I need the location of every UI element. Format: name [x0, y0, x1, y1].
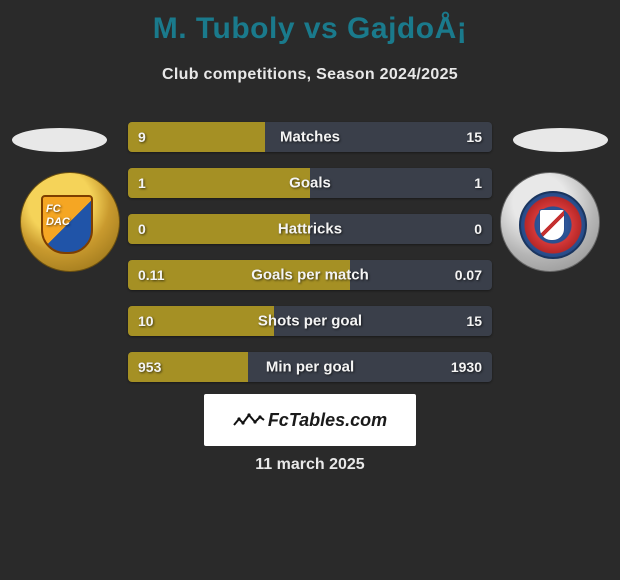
stat-bar-right	[310, 168, 492, 198]
player-photo-left	[12, 128, 107, 152]
page-title: M. Tuboly vs GajdoÅ¡	[0, 0, 620, 46]
stat-bar-left	[128, 168, 310, 198]
stat-row: Goals11	[128, 168, 492, 198]
stat-bar-left	[128, 122, 265, 152]
stat-row: Goals per match0.110.07	[128, 260, 492, 290]
stat-bar-left	[128, 352, 248, 382]
stat-bar-right	[265, 122, 493, 152]
stat-row: Shots per goal1015	[128, 306, 492, 336]
stat-row: Min per goal9531930	[128, 352, 492, 382]
stat-row: Matches915	[128, 122, 492, 152]
subtitle: Club competitions, Season 2024/2025	[0, 66, 620, 84]
attribution-text: FcTables.com	[268, 410, 387, 431]
stat-bar-right	[248, 352, 492, 382]
player-photo-right	[513, 128, 608, 152]
stat-bar-left	[128, 214, 310, 244]
stat-bar-right	[350, 260, 492, 290]
attribution: FcTables.com	[204, 394, 416, 446]
stat-bar-right	[310, 214, 492, 244]
stat-bar-right	[274, 306, 492, 336]
stat-bar-left	[128, 260, 350, 290]
club-badge-right	[500, 172, 600, 272]
stat-row: Hattricks00	[128, 214, 492, 244]
chart-icon	[233, 412, 265, 428]
date-label: 11 march 2025	[0, 456, 620, 474]
comparison-bars: Matches915 Goals11 Hattricks00 Goals per ma…	[128, 122, 492, 398]
club-badge-left	[20, 172, 120, 272]
stat-bar-left	[128, 306, 274, 336]
